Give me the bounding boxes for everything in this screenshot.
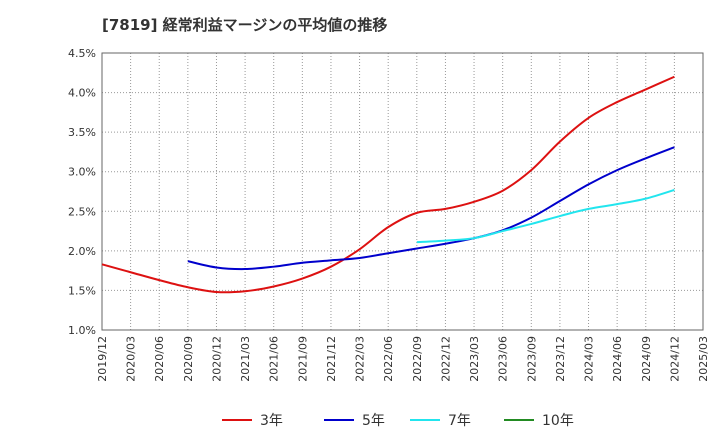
x-tick-label: 2020/03 (125, 336, 138, 382)
series-line-3年 (101, 75, 675, 294)
x-tick-label: 2023/06 (497, 336, 510, 382)
x-tick-label: 2020/06 (153, 336, 166, 382)
grid (101, 52, 704, 331)
y-tick-label: 2.0% (68, 245, 96, 258)
x-tick-label: 2020/09 (182, 336, 195, 382)
x-tick-label: 2023/03 (468, 336, 481, 382)
legend-label: 7年 (448, 413, 471, 429)
plot-area (102, 53, 703, 330)
legend-label: 3年 (260, 413, 283, 429)
y-tick-label: 2.5% (68, 205, 96, 218)
legend-label: 5年 (362, 413, 385, 429)
legend-label: 10年 (542, 413, 574, 429)
legend-swatch (504, 419, 534, 421)
x-tick-label: 2024/03 (583, 336, 596, 382)
y-tick-label: 3.0% (68, 166, 96, 179)
x-tick-label: 2021/09 (296, 336, 309, 382)
x-tick-label: 2021/03 (239, 336, 252, 382)
plot-frame (101, 52, 704, 331)
legend-item: 5年 (324, 410, 385, 430)
legend-item: 10年 (504, 410, 574, 430)
x-tick-label: 2023/12 (554, 336, 567, 382)
series-line-7年 (416, 188, 675, 244)
x-tick-label: 2021/12 (325, 336, 338, 382)
x-tick-label: 2019/12 (96, 336, 109, 382)
y-tick-label: 4.0% (68, 87, 96, 100)
x-tick-label: 2021/06 (268, 336, 281, 382)
series-lines (101, 75, 675, 294)
legend-item: 3年 (222, 410, 283, 430)
y-tick-label: 1.5% (68, 284, 96, 297)
chart-title: [7819] 経常利益マージンの平均値の推移 (102, 16, 388, 34)
x-tick-label: 2022/09 (411, 336, 424, 382)
x-tick-label: 2022/12 (439, 336, 452, 382)
y-tick-label: 3.5% (68, 126, 96, 139)
x-tick-label: 2025/03 (697, 336, 710, 382)
series-line-5年 (187, 146, 675, 271)
legend-item: 7年 (410, 410, 471, 430)
x-tick-label: 2024/09 (640, 336, 653, 382)
legend-swatch (324, 419, 354, 421)
x-tick-label: 2020/12 (210, 336, 223, 382)
y-tick-label: 1.0% (68, 324, 96, 337)
x-tick-label: 2022/03 (354, 336, 367, 382)
x-tick-label: 2024/06 (611, 336, 624, 382)
axes: 1.0% 1.5% 2.0% 2.5% 3.0% 3.5% 4.0% 4.5% 2019/12 2… (68, 47, 710, 382)
y-tick-label: 4.5% (68, 47, 96, 60)
x-tick-label: 2024/12 (668, 336, 681, 382)
legend-swatch (410, 419, 440, 421)
x-tick-label: 2023/09 (525, 336, 538, 382)
x-tick-label: 2022/06 (382, 336, 395, 382)
legend-swatch (222, 419, 252, 421)
